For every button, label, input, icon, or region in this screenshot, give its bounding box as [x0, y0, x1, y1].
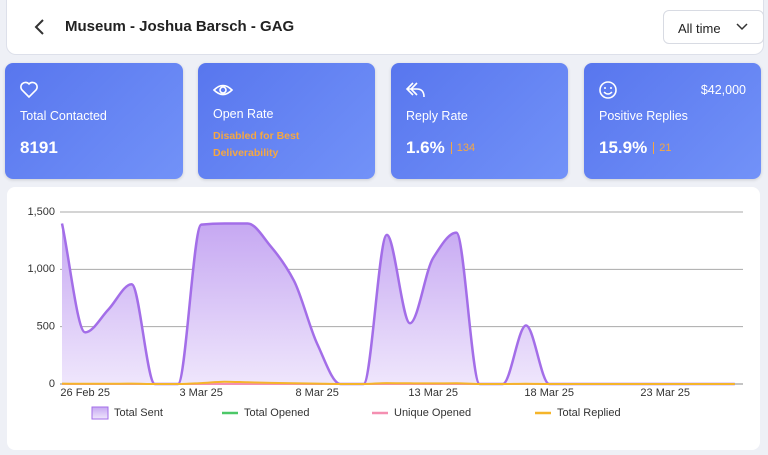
chart-panel: 0 500 1,000 1,500 26 Feb 25 3 Mar 25 8 Mar 25 1… [7, 187, 760, 450]
stat-card: Total Contacted 8191 [5, 63, 183, 179]
icon [599, 81, 617, 99]
rate: 1.6% [406, 138, 445, 157]
x-tick-label: 18 Mar 25 [524, 387, 574, 399]
card-label: Open Rate [213, 107, 274, 121]
filter-label: All time [678, 21, 721, 36]
count: 21 [653, 142, 671, 154]
y-tick-label: 1,500 [27, 206, 55, 218]
stat-card: $42,000 Positive Replies 15.9% 21 [584, 63, 761, 179]
card-label: Total Contacted [20, 109, 107, 123]
card-note: Disabled for Best Deliverability [213, 130, 300, 159]
back-button[interactable] [33, 18, 47, 36]
stat-card: Reply Rate 1.6% 134 [391, 63, 568, 179]
card-label: Positive Replies [599, 109, 688, 123]
card-value: 8191 [20, 138, 58, 157]
card-label: Reply Rate [406, 109, 468, 123]
stat-card: Open Rate Disabled for Best Deliverabili… [198, 63, 375, 179]
legend-label: Total Sent [114, 407, 163, 419]
card-value: 15.9% 21 [599, 138, 671, 158]
line [61, 380, 735, 385]
x-tick-label: 23 Mar 25 [640, 387, 690, 399]
chart: 0 500 1,000 1,500 26 Feb 25 3 Mar 25 8 Mar 25 1… [27, 206, 743, 420]
area [62, 223, 735, 384]
y-tick-label: 0 [49, 378, 55, 390]
x-tick-label: 8 Mar 25 [295, 387, 338, 399]
legend-label: Total Replied [557, 407, 621, 419]
legend-label: Total Opened [244, 407, 309, 419]
chevron [736, 23, 748, 31]
legend-label: Unique Opened [394, 407, 471, 419]
icon [405, 82, 425, 98]
icon [212, 84, 234, 96]
x-tick-label: 13 Mar 25 [408, 387, 458, 399]
x-tick-label: 3 Mar 25 [179, 387, 222, 399]
x-tick-label: 26 Feb 25 [60, 387, 110, 399]
time-filter[interactable]: All time [663, 10, 764, 44]
y-tick-label: 500 [37, 321, 55, 333]
rate: 15.9% [599, 138, 648, 157]
legend-swatch [91, 406, 109, 420]
page-title: Museum - Joshua Barsch - GAG [65, 18, 295, 35]
header: Museum - Joshua Barsch - GAG All time [6, 0, 764, 55]
y-tick-label: 1,000 [27, 263, 55, 275]
card-value: 1.6% 134 [406, 138, 475, 158]
card-amount: $42,000 [700, 83, 746, 97]
count: 134 [450, 142, 475, 154]
icon [20, 81, 38, 99]
